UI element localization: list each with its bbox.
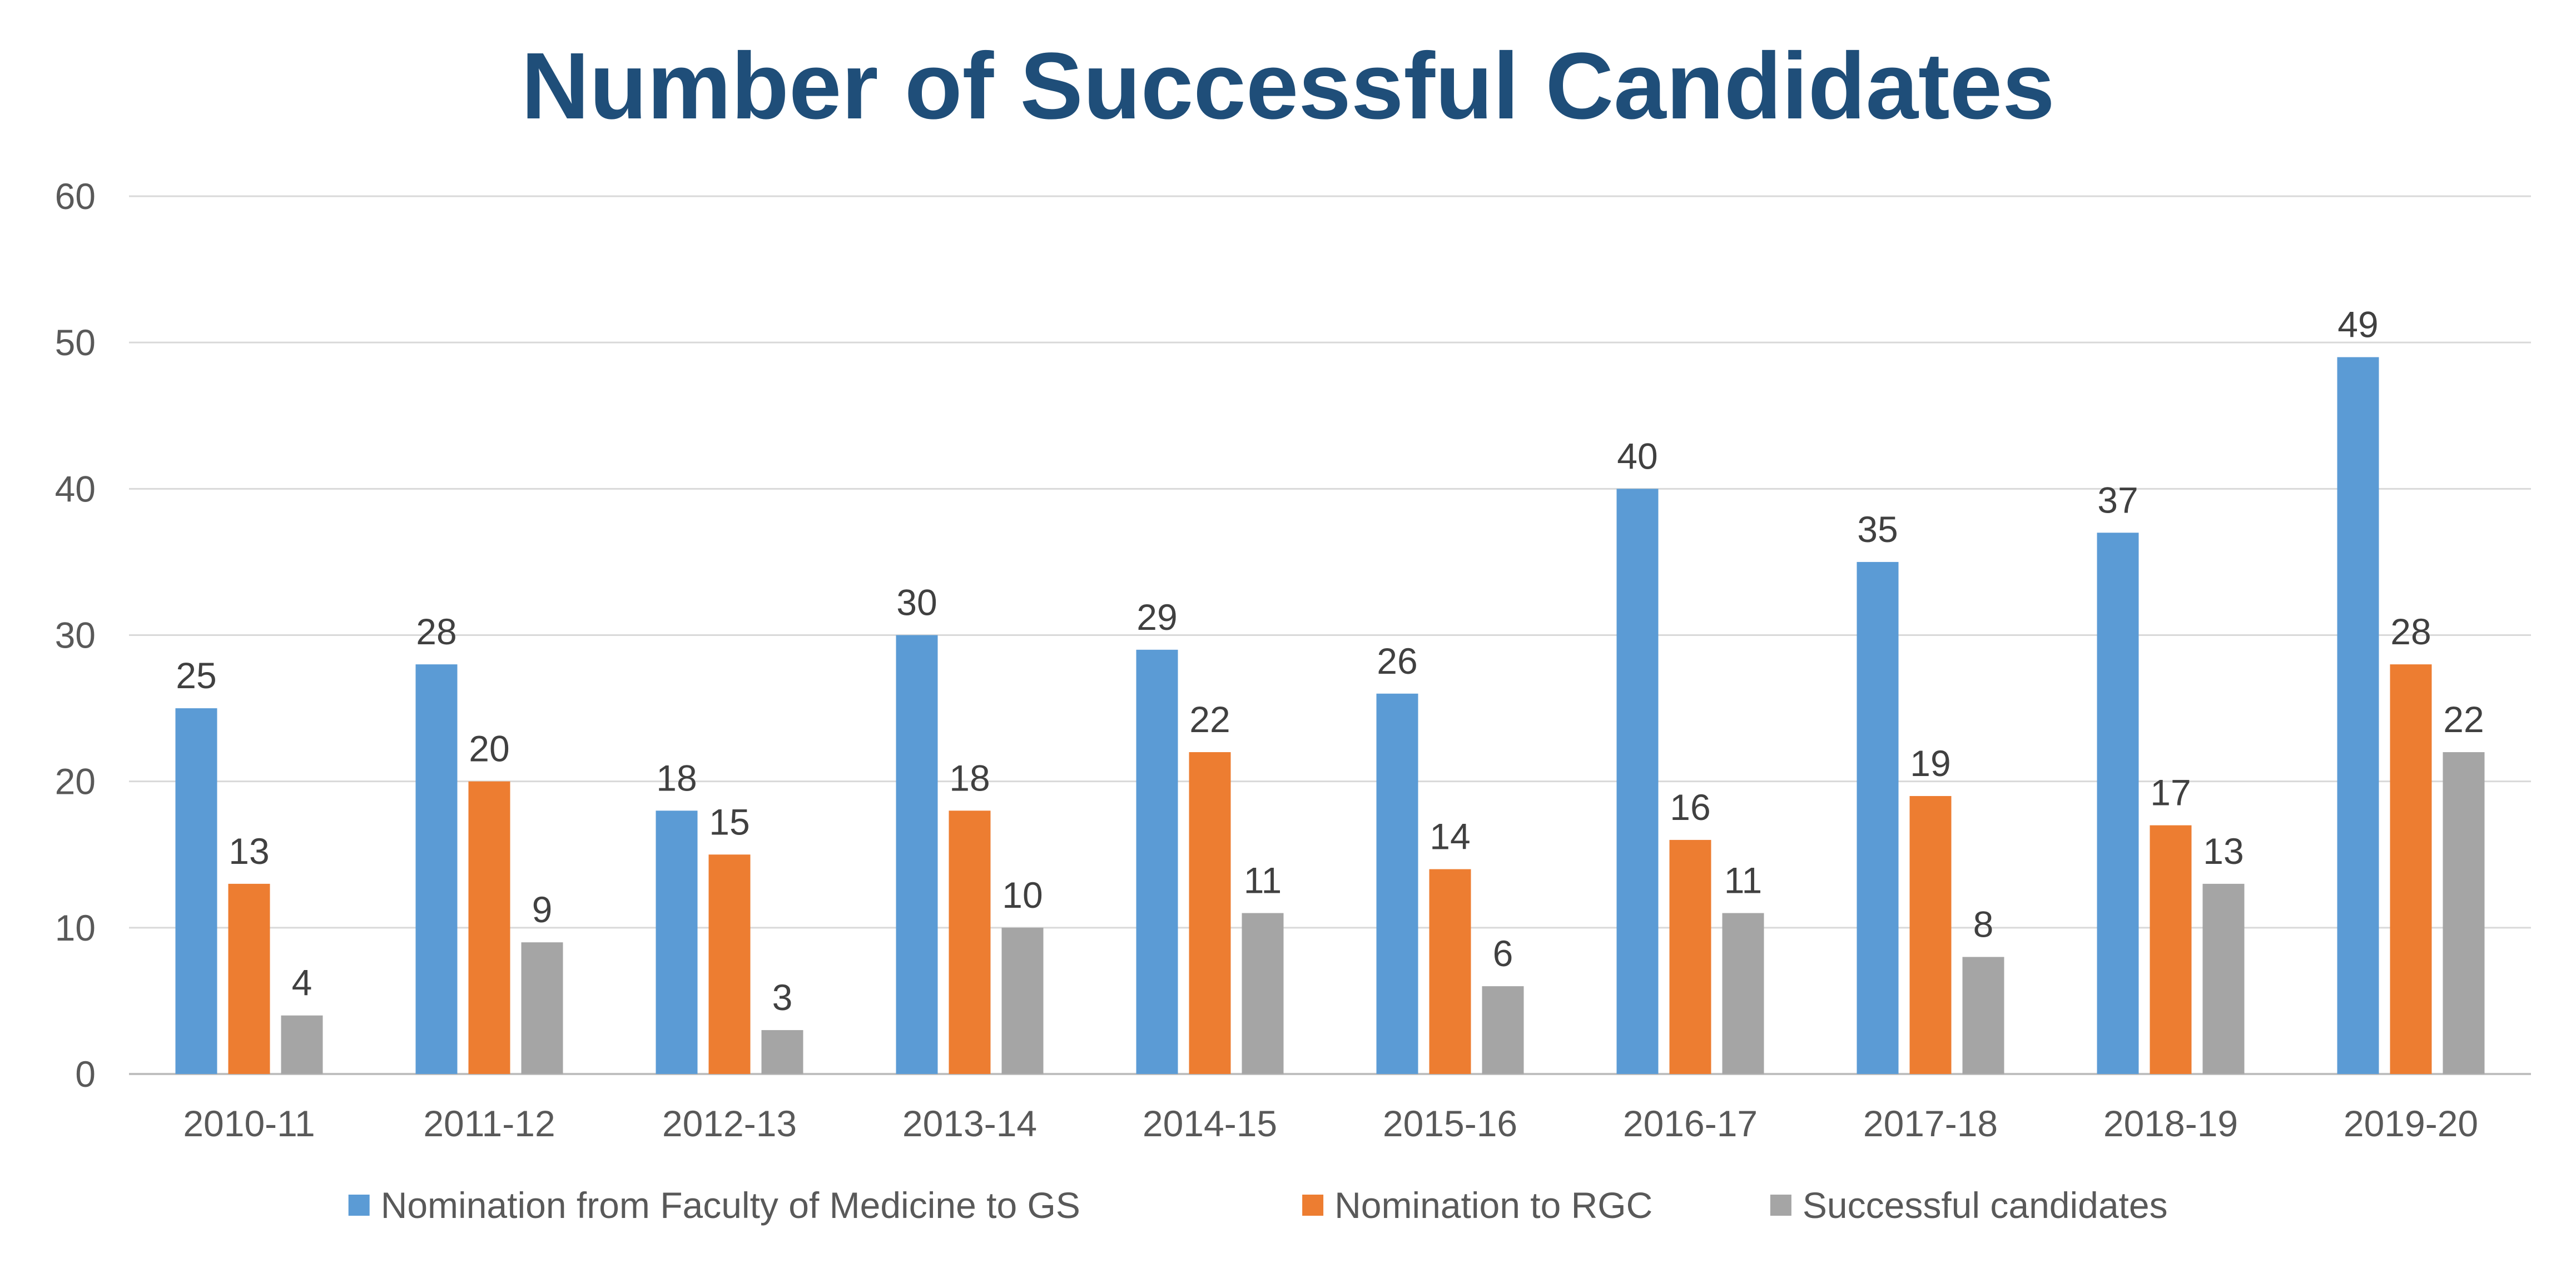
x-tick-label: 2012-13 bbox=[662, 1103, 797, 1144]
data-label: 3 bbox=[772, 977, 793, 1018]
data-label: 14 bbox=[1430, 816, 1470, 857]
data-label: 49 bbox=[2337, 304, 2378, 345]
bar bbox=[2150, 825, 2192, 1074]
bar bbox=[2390, 664, 2432, 1074]
data-label: 10 bbox=[1002, 874, 1043, 916]
legend-swatch bbox=[1302, 1195, 1324, 1216]
data-label: 16 bbox=[1670, 787, 1710, 828]
bar bbox=[2443, 752, 2485, 1074]
x-tick-label: 2019-20 bbox=[2344, 1103, 2478, 1144]
y-tick-label: 20 bbox=[55, 761, 96, 802]
data-label: 30 bbox=[896, 582, 937, 623]
bar bbox=[1962, 957, 2004, 1074]
bar bbox=[468, 781, 510, 1074]
data-label: 25 bbox=[176, 655, 216, 696]
x-tick-label: 2018-19 bbox=[2103, 1103, 2238, 1144]
data-label: 6 bbox=[1493, 933, 1513, 974]
y-tick-label: 30 bbox=[55, 615, 96, 656]
legend-label: Nomination from Faculty of Medicine to G… bbox=[381, 1185, 1080, 1226]
legend-label: Nomination to RGC bbox=[1334, 1185, 1652, 1226]
bar bbox=[2202, 883, 2245, 1074]
bar bbox=[2337, 357, 2379, 1074]
data-label: 29 bbox=[1136, 596, 1177, 638]
x-tick-label: 2016-17 bbox=[1623, 1103, 1758, 1144]
legend-label: Successful candidates bbox=[1803, 1185, 2168, 1226]
bar bbox=[1001, 927, 1044, 1074]
bars bbox=[175, 357, 2485, 1075]
bar bbox=[175, 708, 217, 1074]
x-tick-label: 2010-11 bbox=[183, 1103, 315, 1144]
bar bbox=[1669, 839, 1711, 1074]
y-tick-label: 60 bbox=[55, 176, 96, 217]
bar bbox=[1242, 913, 1284, 1074]
bar bbox=[656, 810, 698, 1074]
data-label: 22 bbox=[2443, 699, 2484, 740]
bar bbox=[708, 854, 751, 1074]
legend-swatch bbox=[1770, 1195, 1791, 1216]
y-tick-label: 50 bbox=[55, 322, 96, 363]
bar bbox=[1376, 693, 1418, 1074]
data-label: 15 bbox=[709, 801, 750, 842]
bar bbox=[1909, 795, 1952, 1074]
y-tick-label: 40 bbox=[55, 468, 96, 509]
x-tick-label: 2011-12 bbox=[423, 1103, 555, 1144]
data-label: 22 bbox=[1189, 699, 1230, 740]
bar bbox=[521, 942, 563, 1074]
bar bbox=[281, 1015, 323, 1074]
legend: Nomination from Faculty of Medicine to G… bbox=[348, 1185, 2168, 1226]
data-label: 13 bbox=[229, 831, 269, 872]
x-tick-label: 2015-16 bbox=[1383, 1103, 1517, 1144]
data-label: 17 bbox=[2150, 772, 2191, 813]
data-label: 18 bbox=[949, 757, 990, 798]
data-label: 26 bbox=[1377, 640, 1417, 682]
bar bbox=[1189, 752, 1231, 1074]
data-label: 37 bbox=[2097, 479, 2138, 520]
bar bbox=[1857, 561, 1899, 1074]
bar bbox=[228, 883, 270, 1074]
bar bbox=[2097, 533, 2139, 1074]
chart-title: Number of Successful Candidates bbox=[521, 33, 2055, 139]
bar bbox=[1482, 986, 1524, 1074]
x-tick-label: 2014-15 bbox=[1143, 1103, 1277, 1144]
y-tick-label: 10 bbox=[55, 907, 96, 948]
bar bbox=[1616, 489, 1659, 1075]
y-axis-ticks: 0 10 20 30 40 50 60 bbox=[55, 176, 96, 1095]
x-tick-label: 2017-18 bbox=[1863, 1103, 1998, 1144]
bar bbox=[415, 664, 458, 1074]
data-labels: 25 13 4 28 20 9 18 15 3 30 18 10 29 22 11 26 14 6 40 16 11 35… bbox=[176, 304, 2484, 1018]
data-label: 9 bbox=[532, 889, 553, 930]
y-tick-label: 0 bbox=[75, 1053, 96, 1095]
bar bbox=[761, 1030, 803, 1074]
data-label: 13 bbox=[2203, 831, 2244, 872]
data-label: 11 bbox=[1724, 860, 1763, 901]
data-label: 35 bbox=[1857, 509, 1898, 550]
bar bbox=[1136, 649, 1178, 1074]
bar bbox=[896, 635, 938, 1074]
data-label: 40 bbox=[1617, 435, 1657, 476]
x-tick-label: 2013-14 bbox=[902, 1103, 1037, 1144]
data-label: 4 bbox=[292, 962, 312, 1003]
data-label: 18 bbox=[656, 757, 697, 798]
data-label: 11 bbox=[1244, 860, 1282, 901]
data-label: 20 bbox=[469, 728, 509, 769]
bar bbox=[1429, 869, 1471, 1074]
x-axis-ticks: 2010-11 2011-12 2012-13 2013-14 2014-15 2015-… bbox=[183, 1103, 2478, 1144]
data-label: 8 bbox=[1973, 903, 1994, 944]
bar bbox=[1722, 913, 1764, 1074]
bar bbox=[949, 810, 991, 1074]
data-label: 28 bbox=[2390, 611, 2431, 652]
data-label: 28 bbox=[416, 611, 456, 652]
data-label: 19 bbox=[1910, 743, 1950, 784]
legend-swatch bbox=[348, 1195, 370, 1216]
